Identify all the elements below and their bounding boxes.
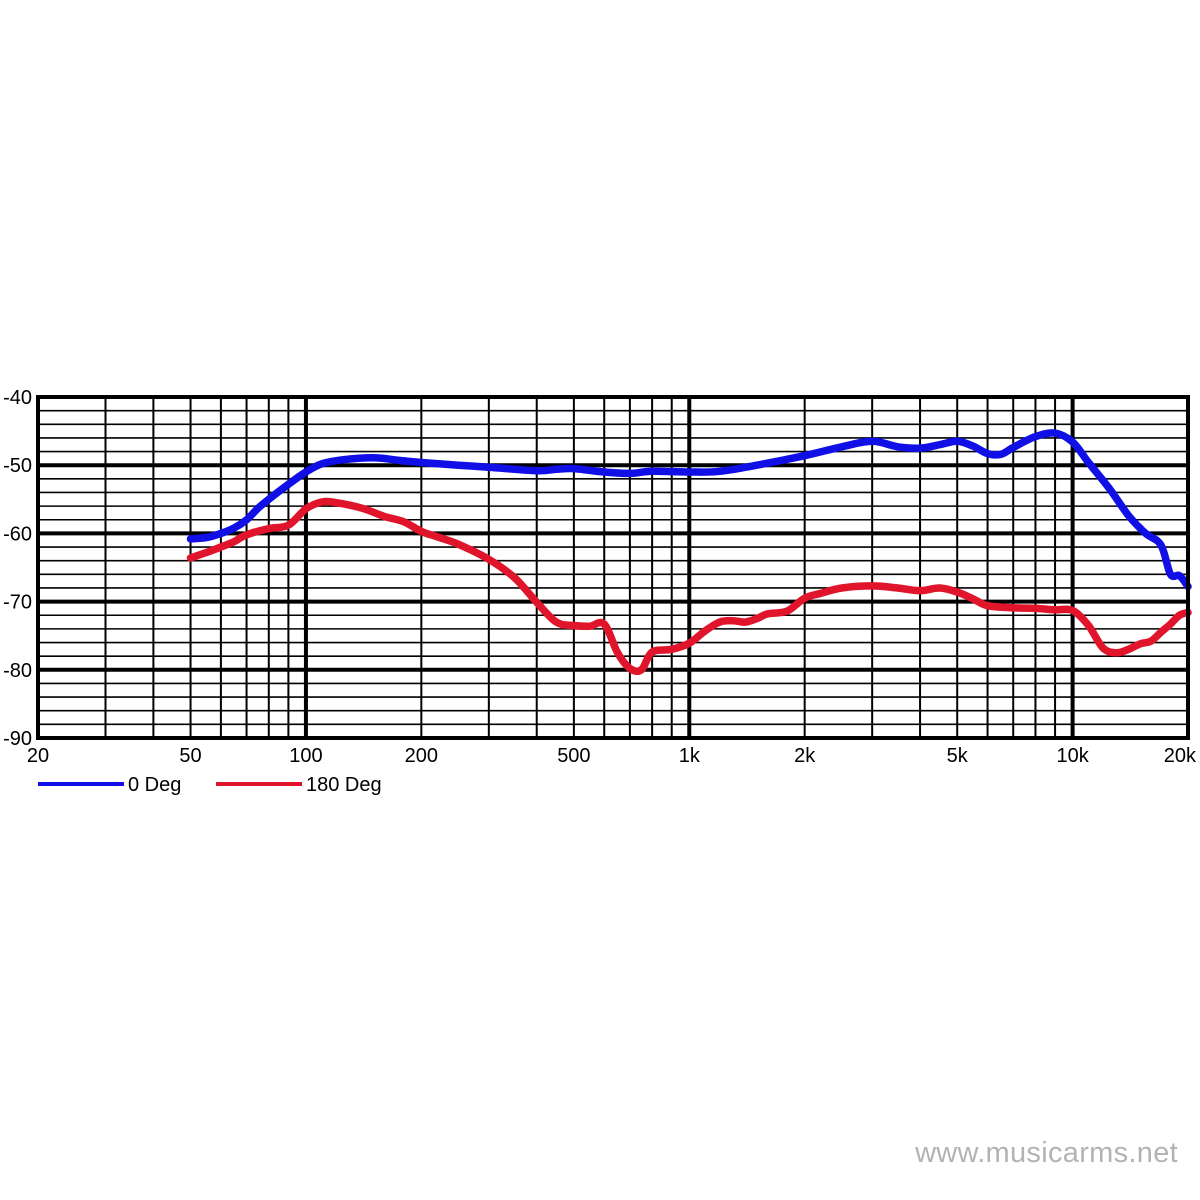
x-tick-label: 500 [557, 745, 590, 767]
x-axis-ticks: 20 50 100 200 500 1k 2k 5k 10k 20k [27, 745, 1197, 767]
y-tick-label: -50 [3, 455, 32, 477]
x-tick-label: 5k [947, 745, 969, 767]
x-tick-label: 200 [405, 745, 438, 767]
x-tick-label: 20k [1164, 745, 1197, 767]
watermark: www.musicarms.net [915, 1137, 1178, 1169]
y-tick-label: -60 [3, 523, 32, 545]
x-tick-label: 2k [794, 745, 816, 767]
x-tick-label: 20 [27, 745, 49, 767]
series-line-180-deg [186, 497, 1192, 676]
y-tick-label: -70 [3, 592, 32, 614]
legend-label: 0 Deg [128, 774, 181, 796]
series-line-0-deg [186, 429, 1192, 591]
y-tick-label: -80 [3, 660, 32, 682]
x-tick-label: 100 [289, 745, 322, 767]
series-layer [186, 429, 1192, 676]
y-tick-label: -40 [3, 387, 32, 409]
x-tick-label: 1k [679, 745, 701, 767]
plot-frame [36, 395, 1190, 740]
x-tick-label: 50 [179, 745, 201, 767]
legend-item-0-deg: 0 Deg [38, 774, 181, 796]
x-tick-label: 10k [1056, 745, 1089, 767]
y-axis-ticks: -40 -50 -60 -70 -80 -90 [3, 387, 32, 750]
legend-label: 180 Deg [306, 774, 382, 796]
y-tick-label: -90 [3, 728, 32, 750]
legend-item-180-deg: 180 Deg [216, 774, 382, 796]
legend: 0 Deg 180 Deg [38, 774, 382, 796]
